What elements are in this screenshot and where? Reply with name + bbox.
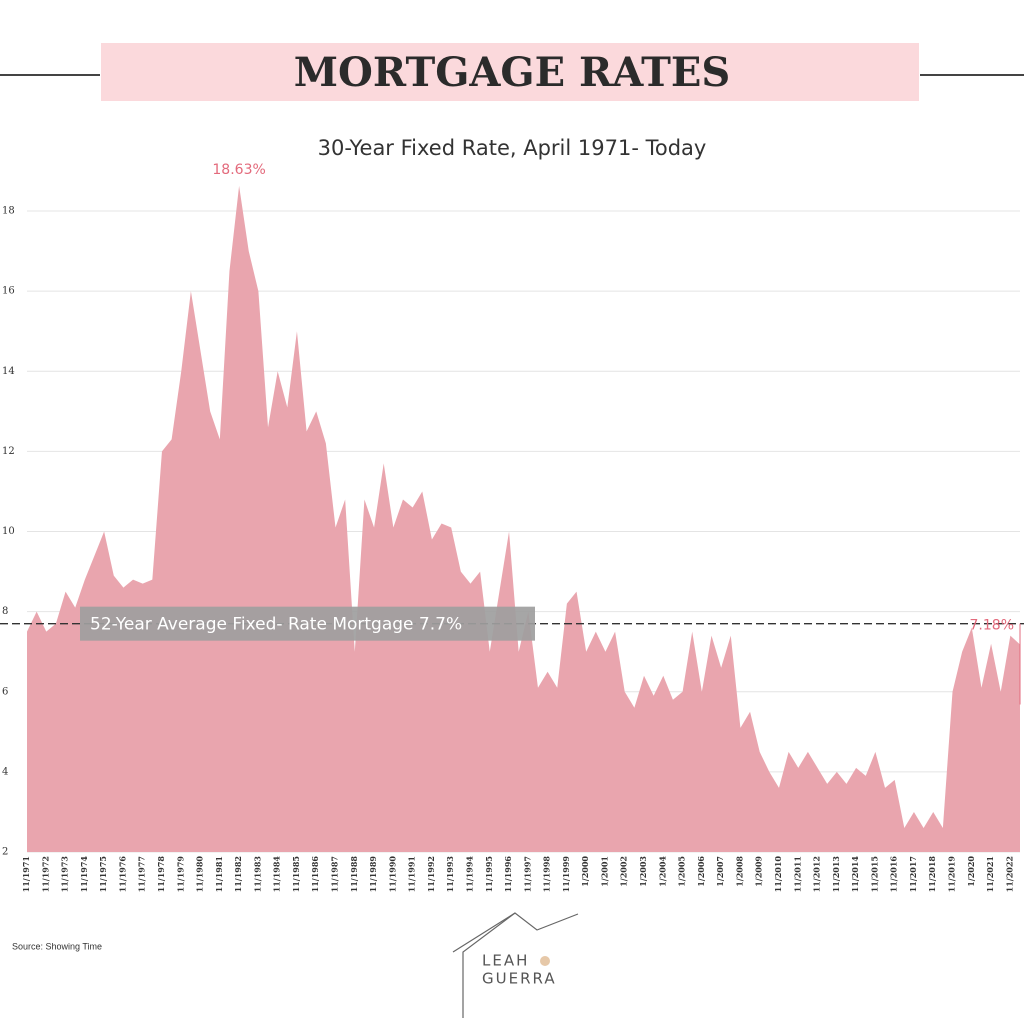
y-tick-label: 12 — [2, 446, 15, 457]
y-tick-label: 14 — [2, 366, 15, 377]
x-tick-label: 11/1990 — [387, 856, 397, 893]
y-tick-label: 16 — [2, 286, 15, 297]
x-tick-label: 11/1983 — [252, 856, 262, 893]
x-tick-label: 11/2013 — [831, 856, 841, 893]
x-tick-label: 11/2012 — [812, 856, 822, 892]
logo-text: LEAH — [482, 952, 529, 970]
x-tick-label: 1/2001 — [599, 856, 609, 887]
x-tick-label: 11/1997 — [522, 856, 532, 892]
x-tick-label: 11/1980 — [195, 856, 205, 893]
x-tick-label: 11/1986 — [310, 856, 320, 893]
x-tick-label: 11/1994 — [464, 856, 474, 893]
x-tick-label: 11/2015 — [869, 856, 879, 892]
x-tick-label: 11/2011 — [792, 856, 802, 892]
x-tick-label: 11/1977 — [137, 856, 147, 892]
y-tick-label: 6 — [2, 686, 8, 697]
x-tick-label: 1/2009 — [754, 856, 764, 887]
x-tick-label: 11/1982 — [233, 856, 243, 892]
x-tick-label: 1/2020 — [966, 856, 976, 887]
area — [27, 185, 1020, 852]
x-tick-label: 11/2010 — [773, 856, 783, 893]
y-tick-label: 18 — [2, 206, 15, 217]
x-tick-label: 11/1996 — [503, 856, 513, 893]
x-tick-label: 11/1992 — [426, 856, 436, 892]
x-tick-label: 11/1987 — [330, 856, 340, 892]
peak-label: 18.63% — [212, 162, 265, 178]
x-tick-label: 11/1988 — [349, 856, 359, 893]
x-tick-label: 11/2018 — [927, 856, 937, 893]
x-tick-label: 11/1981 — [214, 856, 224, 892]
x-tick-label: 1/2008 — [734, 856, 744, 887]
x-tick-label: 11/1976 — [117, 856, 127, 893]
x-tick-label: 11/1973 — [60, 856, 70, 893]
y-tick-label: 8 — [2, 606, 8, 617]
x-tick-label: 11/1999 — [561, 856, 571, 893]
y-tick-label: 4 — [2, 766, 8, 777]
x-tick-label: 11/2022 — [1004, 856, 1014, 892]
x-tick-label: 11/1984 — [272, 856, 282, 893]
x-tick-label: 11/1971 — [21, 856, 31, 892]
x-tick-label: 1/2003 — [638, 856, 648, 887]
x-tick-label: 11/2021 — [985, 856, 995, 892]
logo-roof — [452, 912, 516, 953]
x-tick-label: 1/2004 — [657, 856, 667, 887]
x-tick-label: 11/1985 — [291, 856, 301, 892]
x-tick-label: 11/1979 — [175, 856, 185, 893]
x-tick-label: 1/2005 — [677, 856, 687, 887]
x-tick-label: 1/2007 — [715, 856, 725, 887]
chart-title: 30-Year Fixed Rate, April 1971- Today — [318, 136, 707, 160]
x-tick-label: 11/2014 — [850, 856, 860, 893]
x-tick-label: 11/2017 — [908, 856, 918, 892]
average-label: 52-Year Average Fixed- Rate Mortgage 7.7… — [90, 615, 462, 635]
x-tick-label: 11/2019 — [947, 856, 957, 893]
y-tick-label: 2 — [2, 847, 8, 858]
x-tick-label: 11/1993 — [445, 856, 455, 893]
x-tick-label: 11/2016 — [889, 856, 899, 893]
header: MORTGAGE RATES — [294, 49, 730, 96]
plot: 2 4 6 8 10 12 14 16 18 11/1971 11/1972 11/1973 11/19… — [0, 162, 1024, 893]
logo-text: GUERRA — [482, 970, 557, 988]
x-tick-label: 1/2002 — [619, 856, 629, 887]
x-tick-label: 11/1975 — [98, 856, 108, 892]
x-tick-label: 11/1972 — [40, 856, 50, 892]
x-tick-label: 11/1974 — [79, 856, 89, 893]
header-band — [101, 43, 919, 101]
logo-mark — [540, 956, 550, 966]
x-tick-label: 11/1989 — [368, 856, 378, 893]
source: Source: Showing Time — [12, 941, 102, 951]
x-tick-label: 11/1998 — [542, 856, 552, 893]
y-tick-label: 10 — [2, 526, 15, 537]
x-tick-label: 11/1978 — [156, 856, 166, 893]
x-tick-label: 11/1991 — [407, 856, 417, 892]
x-tick-label: 1/2000 — [580, 856, 590, 887]
x-tick-label: 11/1995 — [484, 856, 494, 892]
x-tick-label: 1/2006 — [696, 856, 706, 887]
latest-label: 7.18% — [970, 617, 1014, 633]
average-label-box — [80, 606, 535, 641]
